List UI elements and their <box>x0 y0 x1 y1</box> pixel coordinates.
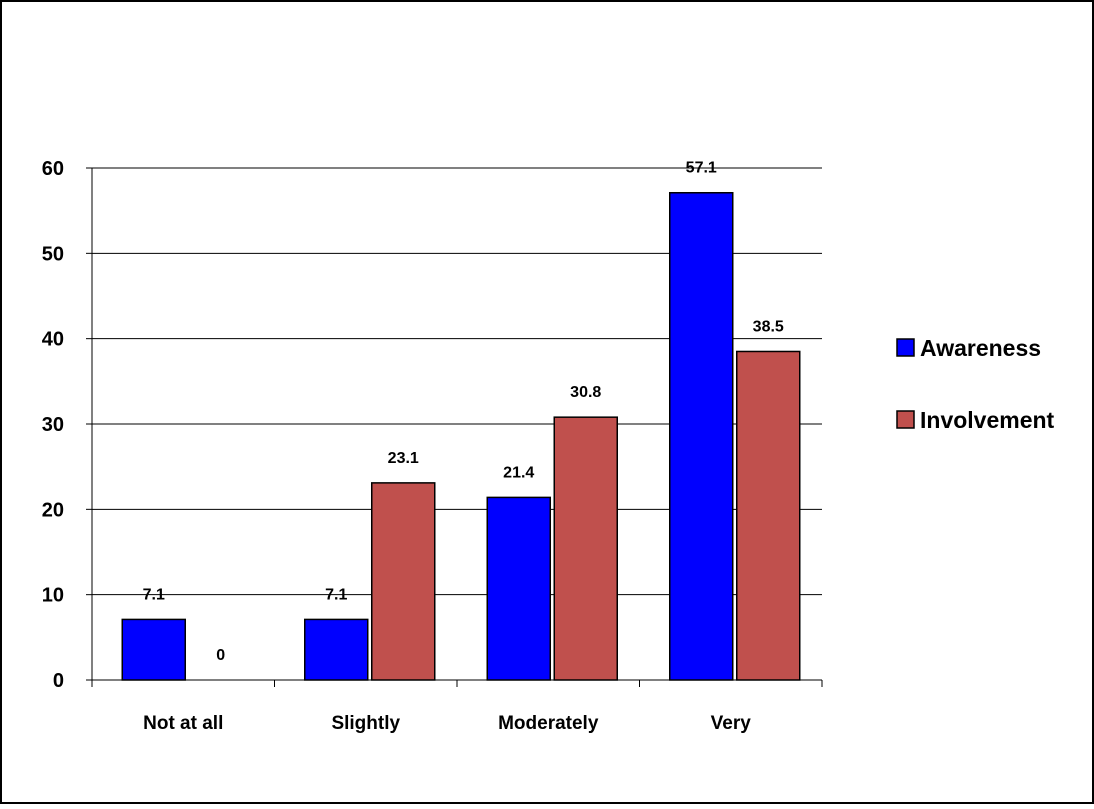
data-label-involvement: 23.1 <box>388 450 419 467</box>
y-tick-label: 0 <box>53 670 64 692</box>
data-label-involvement: 38.5 <box>753 318 784 335</box>
bar-awareness <box>121 618 186 681</box>
axes: 0 10 20 30 40 50 60 Not at all Slightly Moderatel… <box>42 158 823 734</box>
y-tick-label: 50 <box>42 243 64 265</box>
data-label-awareness: 57.1 <box>686 160 717 177</box>
bar-involvement <box>553 416 618 681</box>
y-tick-label: 10 <box>42 585 64 607</box>
bar-awareness <box>486 496 551 681</box>
y-tick-label: 30 <box>42 414 64 436</box>
data-label-involvement: 0 <box>216 647 225 664</box>
legend-swatch-involvement <box>896 410 915 429</box>
bar-involvement <box>371 482 436 681</box>
x-category-label: Slightly <box>331 713 400 734</box>
x-category-label: Moderately <box>498 713 599 734</box>
legend-swatch-awareness <box>896 338 915 357</box>
bar-awareness <box>304 618 369 681</box>
y-tick-label: 20 <box>42 499 64 521</box>
bar-awareness <box>669 191 734 681</box>
bar-involvement <box>736 350 801 681</box>
x-category-label: Not at all <box>143 713 223 734</box>
data-label-awareness: 7.1 <box>325 586 347 603</box>
data-label-awareness: 21.4 <box>503 464 534 481</box>
bars <box>121 191 801 681</box>
legend: Awareness Involvement <box>896 335 1055 433</box>
data-label-involvement: 30.8 <box>570 384 601 401</box>
data-label-awareness: 7.1 <box>143 586 165 603</box>
legend-label-awareness: Awareness <box>920 335 1041 361</box>
legend-label-involvement: Involvement <box>920 407 1055 433</box>
data-labels: 7.1 0 7.1 23.1 21.4 30.8 57.1 38.5 <box>143 160 784 664</box>
x-category-label: Very <box>711 713 752 734</box>
y-tick-label: 40 <box>42 329 64 351</box>
y-tick-label: 60 <box>42 158 64 180</box>
